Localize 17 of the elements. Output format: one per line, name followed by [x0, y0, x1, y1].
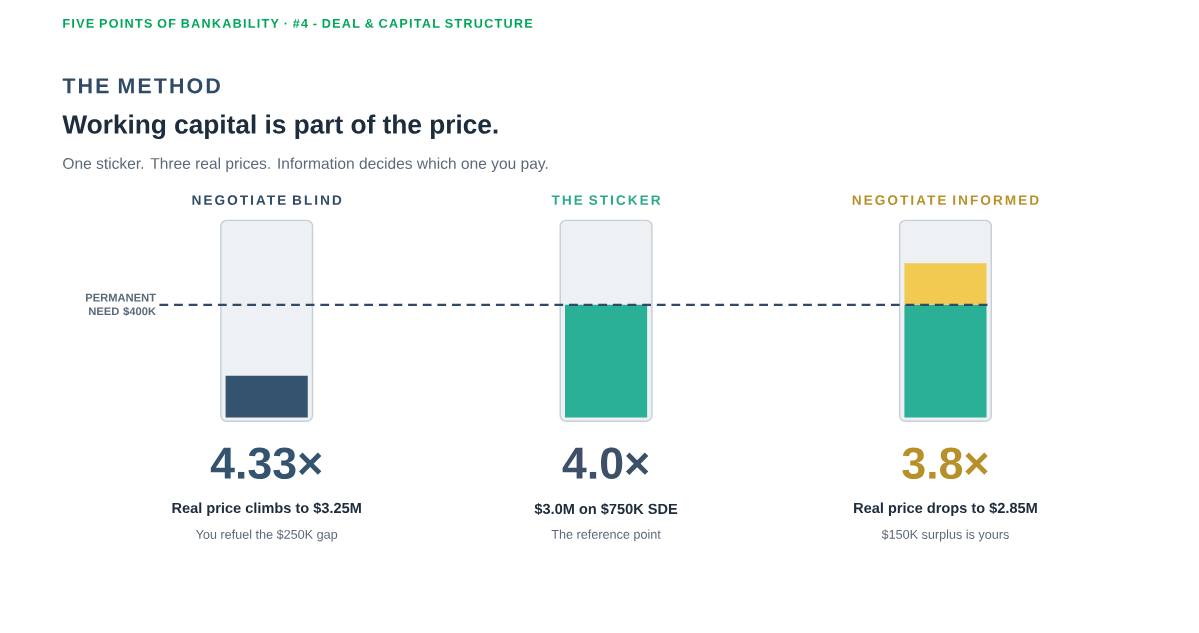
text: $3.0M on $750K SDE: [534, 503, 678, 516]
x-tick-label: THE STICKER: [551, 195, 661, 205]
text: Real price climbs to $3.25M: [172, 502, 361, 517]
text: THE METHOD: [62, 78, 220, 94]
text: You refuel the $250K gap: [195, 529, 338, 542]
x-tick-label: NEGOTIATE BLIND: [192, 195, 342, 205]
text: Real price drops to $2.85M: [854, 502, 1037, 517]
text: $150K surplus is yours: [881, 529, 1009, 542]
text: The reference point: [551, 529, 661, 542]
text: 4.33×: [210, 447, 322, 480]
text: FIVE POINTS OF BANKABILITY · #4 - DEAL & CAPITAL STRUCTURE: [63, 18, 533, 28]
x-tick-label: NEGOTIATE INFORMED: [852, 195, 1039, 205]
ref-line-label: PERMANENT NEED $400K: [85, 293, 156, 316]
text: 3.8×: [902, 447, 988, 480]
text: 4.0×: [562, 447, 649, 480]
chart-subtitle: One sticker. Three real prices. Information decides which one you pay.: [63, 157, 548, 173]
chart-title: Working capital is part of the price.: [62, 114, 498, 140]
